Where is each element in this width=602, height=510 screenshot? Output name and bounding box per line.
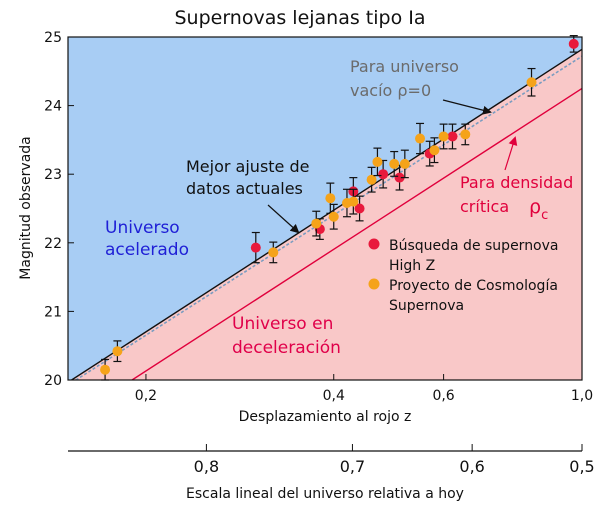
- secondary-x-tick-label: 0,7: [340, 457, 365, 476]
- secondary-x-tick-label: 0,6: [459, 457, 484, 476]
- scp-point: [438, 123, 449, 150]
- point-marker: [311, 218, 322, 229]
- scp-point: [268, 241, 279, 264]
- point-marker: [268, 247, 279, 258]
- high-z-point: [378, 159, 389, 189]
- high-z-point: [354, 195, 365, 222]
- point-marker: [250, 242, 261, 253]
- empty-universe-line: [74, 55, 582, 380]
- secondary-x-tick-label: 0,5: [569, 457, 594, 476]
- scp-point: [389, 150, 400, 177]
- point-marker: [460, 129, 471, 140]
- x-axis: 0,2 0,4 0,6 1,0: [135, 374, 593, 404]
- scp-point: [366, 166, 377, 193]
- x-tick-label: 0,4: [323, 388, 345, 404]
- empty-universe-arrow: [442, 99, 492, 115]
- y-tick-label: 21: [44, 304, 62, 320]
- decelerated-region-label: Universo en deceleración: [232, 314, 341, 358]
- best-fit-arrow: [267, 204, 300, 234]
- y-tick-label: 20: [44, 373, 62, 389]
- point-marker: [325, 193, 336, 204]
- point-marker: [372, 156, 383, 167]
- scp-point: [348, 188, 359, 215]
- data-points: [100, 35, 579, 381]
- scp-point: [372, 147, 383, 177]
- scp-point: [526, 67, 537, 97]
- point-marker: [112, 346, 123, 357]
- point-marker: [568, 38, 579, 49]
- x-axis-label: Desplazamiento al rojo z: [239, 409, 412, 425]
- accelerated-region-label: Universo acelerado: [105, 218, 189, 260]
- scp-point: [112, 340, 123, 363]
- point-marker: [378, 169, 389, 180]
- y-axis: 20 21 22 23 24 25: [44, 30, 74, 389]
- secondary-x-axis: 0,8 0,7 0,6 0,5: [68, 444, 595, 476]
- point-marker: [354, 203, 365, 214]
- plot-regions: [68, 37, 582, 380]
- point-marker: [394, 172, 405, 183]
- critical-density-annotation: Para densidad crítica: [460, 173, 578, 216]
- scp-point: [311, 210, 322, 237]
- legend-marker-high-z: [368, 238, 380, 250]
- scp-point: [429, 137, 440, 164]
- legend-label-high-z: Búsqueda de supernova High Z: [389, 238, 563, 274]
- x-tick-label: 0,6: [432, 388, 454, 404]
- high-z-point: [568, 35, 579, 53]
- point-marker: [415, 133, 426, 144]
- high-z-point: [250, 231, 261, 264]
- legend-label-scp: Proyecto de Cosmología Supernova: [389, 278, 562, 314]
- x-tick-label: 1,0: [571, 388, 593, 404]
- model-lines: [71, 48, 582, 380]
- x-tick-label: 0,2: [135, 388, 157, 404]
- accelerated-region: [68, 37, 582, 380]
- decelerated-region: [68, 49, 582, 380]
- scp-point: [460, 123, 471, 146]
- secondary-x-axis-label: Escala lineal del universo relativa a ho…: [186, 486, 464, 502]
- point-marker: [328, 211, 339, 222]
- legend: Búsqueda de supernova High Z Proyecto de…: [368, 238, 563, 314]
- point-marker: [389, 158, 400, 169]
- scp-point: [415, 122, 426, 155]
- chart-title: Supernovas lejanas tipo Ia: [174, 7, 425, 29]
- empty-universe-annotation: Para universo vacío ρ=0: [350, 57, 464, 100]
- point-marker: [526, 77, 537, 88]
- critical-density-symbol: ρc: [529, 196, 548, 223]
- point-marker: [447, 131, 458, 142]
- point-marker: [348, 196, 359, 207]
- best-fit-annotation: Mejor ajuste de datos actuales: [186, 157, 315, 198]
- y-tick-label: 25: [44, 30, 62, 46]
- best-fit-line: [71, 48, 582, 380]
- point-marker: [366, 174, 377, 185]
- point-marker: [399, 158, 410, 169]
- y-tick-label: 22: [44, 236, 62, 252]
- plot-frame: [67, 36, 583, 381]
- point-marker: [429, 145, 440, 156]
- high-z-point: [447, 123, 458, 150]
- y-tick-label: 24: [44, 99, 62, 115]
- secondary-x-tick-label: 0,8: [194, 457, 219, 476]
- point-marker: [438, 131, 449, 142]
- scp-point: [399, 149, 410, 179]
- scp-point: [100, 358, 111, 381]
- scp-point: [325, 182, 336, 214]
- critical-density-line: [131, 87, 582, 380]
- legend-marker-scp: [368, 278, 380, 290]
- y-axis-label: Magnitud observada: [18, 136, 34, 279]
- critical-density-arrow: [504, 136, 518, 171]
- y-tick-label: 23: [44, 167, 62, 183]
- scp-point: [328, 203, 339, 230]
- point-marker: [100, 364, 111, 375]
